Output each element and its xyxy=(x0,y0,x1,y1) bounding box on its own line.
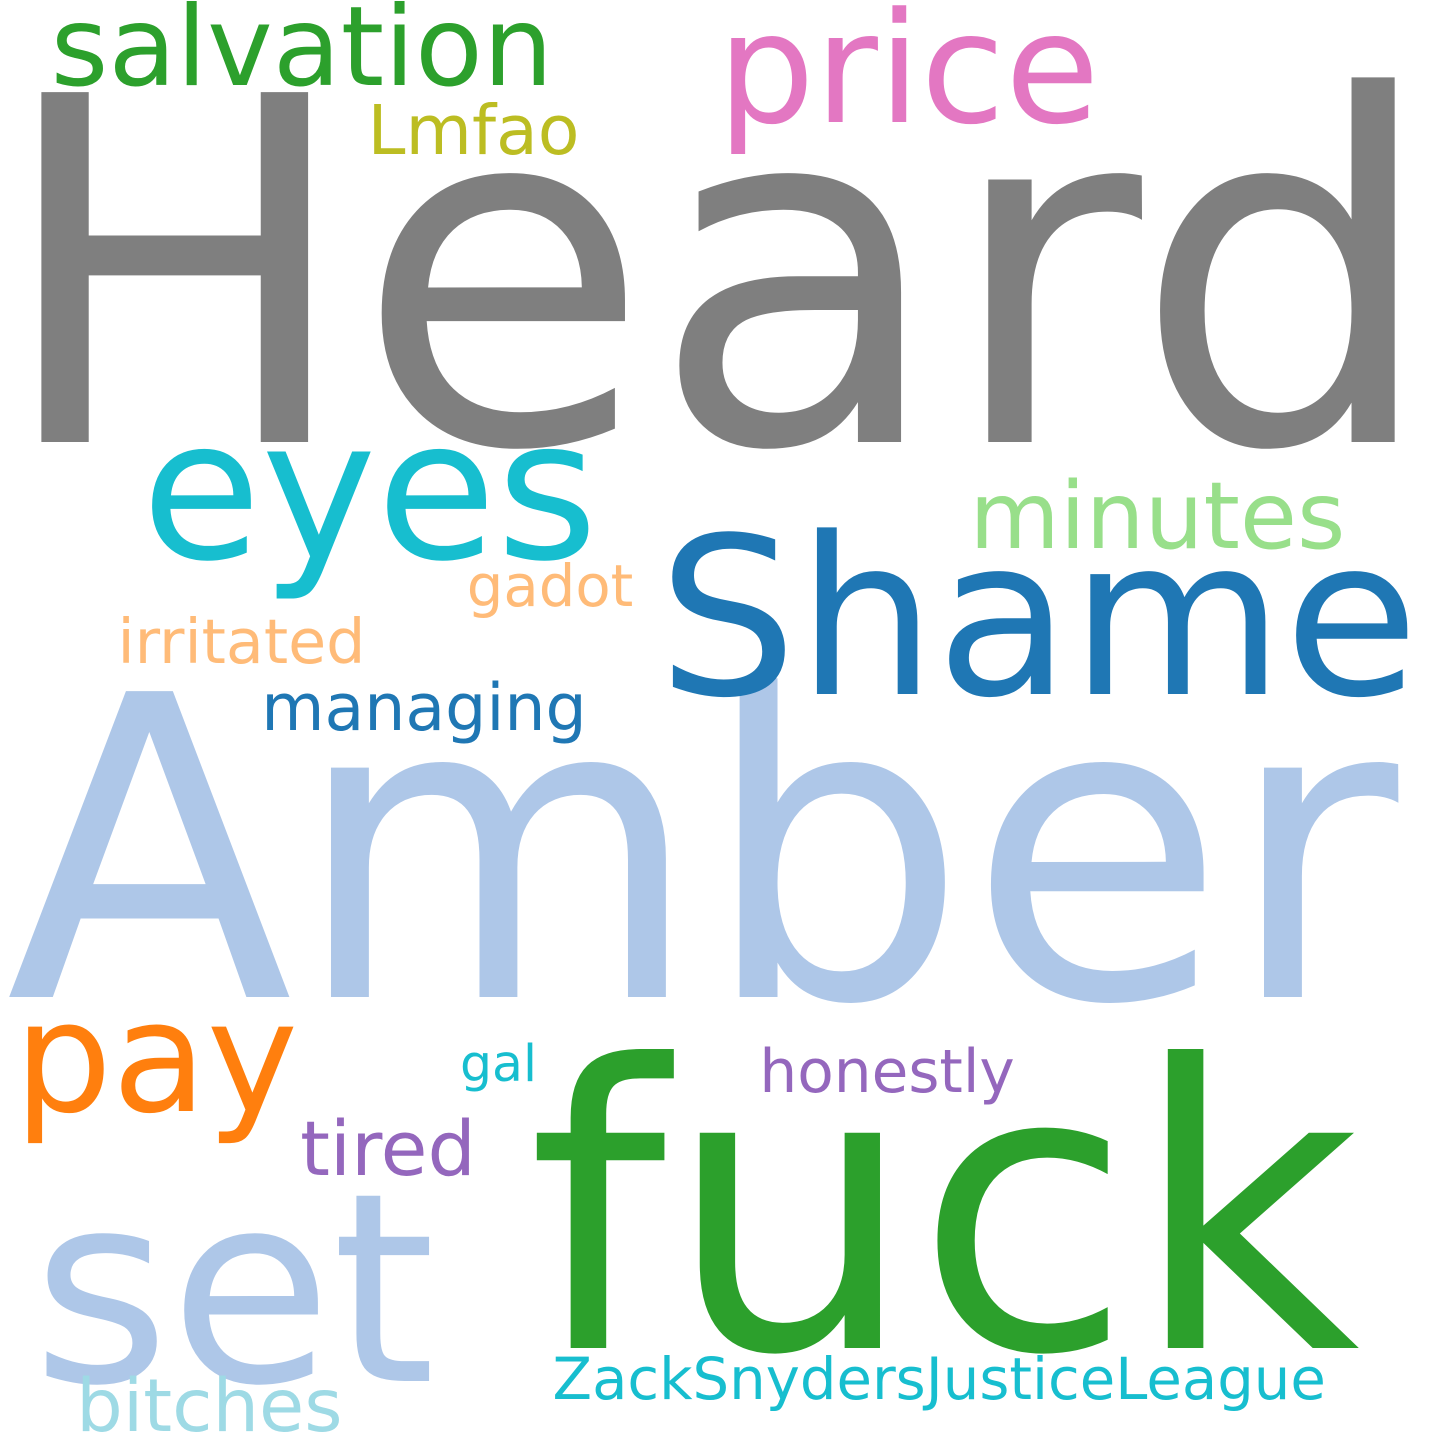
word-irritated: irritated xyxy=(117,606,366,679)
word-eyes: eyes xyxy=(141,376,598,604)
word-heard: Heard xyxy=(0,0,1439,557)
word-zacksnydersjusticeleague: ZackSnydersJusticeLeague xyxy=(552,1345,1326,1414)
word-salvation: salvation xyxy=(50,0,554,113)
word-managing: managing xyxy=(261,671,587,747)
word-shame: Shame xyxy=(657,490,1419,747)
word-price: price xyxy=(717,0,1100,160)
word-set: set xyxy=(32,1136,436,1440)
word-honestly: honestly xyxy=(759,1038,1015,1108)
word-fuck: fuck xyxy=(527,983,1360,1440)
word-lmfao: Lmfao xyxy=(367,91,580,171)
word-pay: pay xyxy=(14,969,299,1149)
word-gal: gal xyxy=(459,1033,537,1093)
word-amber: Amber xyxy=(5,607,1399,1096)
word-gadot: gadot xyxy=(466,552,634,621)
word-tired: tired xyxy=(300,1104,476,1194)
word-minutes: minutes xyxy=(969,462,1346,571)
word-bitches: bitches xyxy=(76,1363,343,1440)
